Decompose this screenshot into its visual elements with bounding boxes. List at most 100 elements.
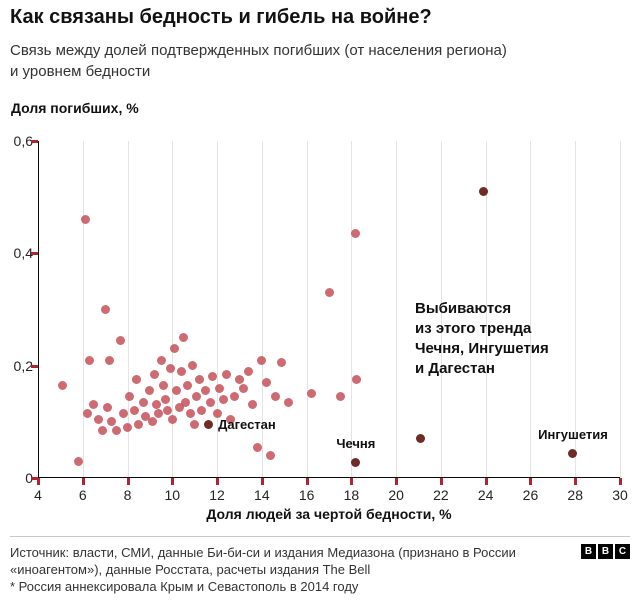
bbc-logo-letter: B xyxy=(598,544,613,559)
x-tick-mark xyxy=(350,478,354,485)
scatter-point xyxy=(105,355,115,365)
scatter-point xyxy=(174,403,184,413)
point-label: Дагестан xyxy=(218,416,276,432)
x-tick-label: 20 xyxy=(388,487,404,503)
x-tick-label: 16 xyxy=(298,487,315,503)
scatter-point xyxy=(116,335,126,345)
x-tick-label: 6 xyxy=(78,487,87,503)
scatter-point xyxy=(192,392,202,402)
trend-annotation: Выбиваются из этого тренда Чечня, Ингуше… xyxy=(415,300,549,377)
scatter-point xyxy=(243,366,253,376)
scatter-point xyxy=(140,411,150,421)
gridline-vertical xyxy=(530,141,532,478)
scatter-point xyxy=(201,386,211,396)
plot-area: Выбиваются из этого тренда Чечня, Ингуше… xyxy=(14,133,628,503)
scatter-point xyxy=(277,358,287,368)
y-tick-mark xyxy=(31,252,38,256)
source-text: Источник: власти, СМИ, данные Би-би-си и… xyxy=(10,545,516,577)
gridline-vertical xyxy=(217,141,219,478)
y-tick-label: 0,2 xyxy=(13,357,33,374)
scatter-point xyxy=(221,369,231,379)
scatter-point xyxy=(261,378,271,388)
scatter-point xyxy=(230,392,240,402)
scatter-point xyxy=(158,380,168,390)
scatter-point xyxy=(270,392,280,402)
scatter-point xyxy=(98,425,108,435)
x-tick-mark xyxy=(171,478,175,485)
scatter-point xyxy=(123,422,133,432)
scatter-point xyxy=(154,408,164,418)
scatter-point xyxy=(352,375,362,385)
scatter-point xyxy=(163,406,173,416)
x-tick-label: 18 xyxy=(343,487,360,503)
x-tick-label: 4 xyxy=(34,487,42,503)
scatter-point xyxy=(190,420,200,430)
x-tick-label: 30 xyxy=(612,487,628,503)
x-tick-mark xyxy=(81,478,85,485)
scatter-point xyxy=(100,305,110,314)
scatter-point-highlight xyxy=(416,434,426,444)
x-tick-mark xyxy=(126,478,130,485)
scatter-point xyxy=(252,442,262,452)
x-tick-label: 8 xyxy=(123,487,132,503)
x-tick-mark xyxy=(619,478,622,485)
scatter-point xyxy=(84,355,94,365)
scatter-point xyxy=(165,363,175,373)
scatter-point xyxy=(306,389,316,399)
scatter-point xyxy=(147,417,157,427)
scatter-point xyxy=(185,408,195,418)
footer: Источник: власти, СМИ, данные Би-би-си и… xyxy=(10,536,630,595)
x-axis-line xyxy=(38,477,620,478)
scatter-point xyxy=(102,403,112,413)
scatter-point xyxy=(89,400,99,410)
scatter-point xyxy=(149,369,159,379)
scatter-point xyxy=(134,420,144,430)
gridline-vertical xyxy=(127,141,129,478)
scatter-point xyxy=(212,408,222,418)
scatter-point xyxy=(111,425,121,435)
gridline-vertical xyxy=(351,141,353,478)
scatter-point xyxy=(219,394,229,404)
gridline-vertical xyxy=(620,141,621,478)
scatter-point xyxy=(239,383,249,393)
scatter-point xyxy=(107,417,117,427)
scatter-point xyxy=(170,344,180,354)
scatter-point xyxy=(129,406,139,416)
y-tick-mark xyxy=(31,364,38,368)
scatter-point xyxy=(73,456,83,466)
y-tick-label: 0,6 xyxy=(13,133,33,149)
page-title: Как связаны бедность и гибель на войне? xyxy=(10,6,432,28)
scatter-point xyxy=(234,375,244,385)
scatter-point xyxy=(183,380,193,390)
y-axis-line xyxy=(38,141,39,478)
scatter-point xyxy=(93,414,103,424)
scatter-point-highlight xyxy=(478,187,488,197)
scatter-point xyxy=(125,392,135,402)
scatter-point xyxy=(335,392,345,402)
scatter-point xyxy=(58,380,68,390)
gridline-vertical xyxy=(82,141,84,478)
scatter-point xyxy=(351,229,361,239)
scatter-point xyxy=(194,375,204,385)
x-tick-label: 24 xyxy=(477,487,494,503)
point-label: Ингушетия xyxy=(538,427,608,443)
x-tick-mark xyxy=(439,478,443,485)
scatter-point xyxy=(257,355,267,365)
x-tick-mark xyxy=(216,478,220,485)
gridline-vertical xyxy=(575,141,577,478)
bbc-logo-letter: C xyxy=(615,544,630,559)
scatter-point xyxy=(196,406,206,416)
scatter-point xyxy=(226,414,235,424)
scatter-point xyxy=(205,397,215,407)
scatter-point xyxy=(152,400,162,410)
x-tick-label: 14 xyxy=(254,487,270,503)
scatter-point xyxy=(82,408,92,418)
gridline-vertical xyxy=(172,141,174,478)
scatter-point xyxy=(156,355,166,365)
x-tick-mark xyxy=(484,478,488,485)
x-tick-mark xyxy=(574,478,578,485)
scatter-point xyxy=(167,414,177,424)
y-axis-title: Доля погибших, % xyxy=(11,100,139,116)
scatter-point xyxy=(145,386,155,396)
